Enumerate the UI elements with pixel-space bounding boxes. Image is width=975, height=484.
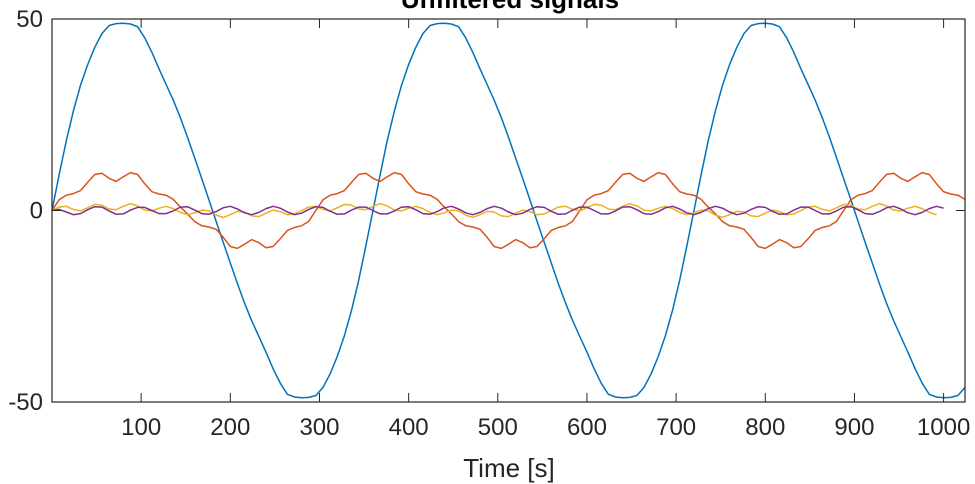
x-tick-label: 600 [567,414,607,441]
series-line-3 [51,202,937,219]
x-tick-label: 200 [210,414,250,441]
y-tick-label: 50 [16,6,43,33]
x-tick-label: 700 [656,414,696,441]
x-tick-label: 300 [299,414,339,441]
series-layer [51,22,966,399]
x-tick-label: 800 [745,414,785,441]
x-tick-label: 900 [834,414,874,441]
x-tick-label: 100 [121,414,161,441]
series-line-2 [51,171,966,250]
tick-layer: 100 200 300 400 500 600 700 800 900 1000 -50 0 50 [8,6,970,441]
x-axis-label: Time [s] [463,453,554,483]
y-tick-label: 0 [30,198,43,225]
chart-title: Unfiltered signals [401,0,619,14]
y-tick-label: -50 [8,389,43,416]
x-tick-label: 500 [478,414,518,441]
series-line-1 [51,22,966,399]
series-line-4 [51,205,944,216]
x-tick-label: 1000 [917,414,970,441]
x-tick-label: 400 [389,414,429,441]
